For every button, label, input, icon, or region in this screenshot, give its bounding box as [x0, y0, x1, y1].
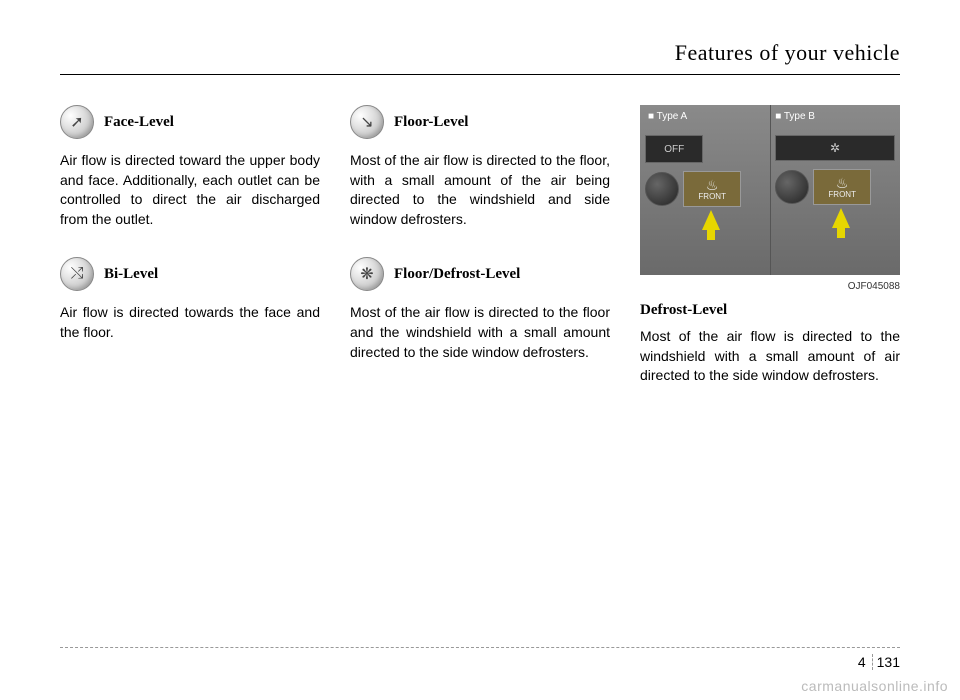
face-level-section: ➚ Face-Level Air flow is directed toward… — [60, 105, 320, 229]
watermark: carmanualsonline.info — [801, 678, 948, 694]
floor-defrost-body: Most of the air flow is directed to the … — [350, 303, 610, 362]
photo-divider — [770, 105, 771, 275]
panel-type-a: OFF ♨ FRONT — [645, 135, 765, 245]
face-level-body: Air flow is directed toward the upper bo… — [60, 151, 320, 229]
floor-defrost-header: ❋ Floor/Defrost-Level — [350, 257, 610, 291]
arrow-b-head — [832, 208, 850, 228]
page-footer: 4131 — [60, 647, 900, 670]
defrost-level-body: Most of the air flow is directed to the … — [640, 327, 900, 386]
defrost-level-title: Defrost-Level — [640, 302, 900, 319]
photo-code: OJF045088 — [640, 281, 900, 292]
floor-level-title: Floor-Level — [394, 114, 468, 131]
panel-type-b: ✲ ♨ FRONT — [775, 135, 895, 245]
arrow-a-stem — [707, 228, 715, 240]
front-label-b: FRONT — [828, 190, 856, 199]
front-button-b: ♨ FRONT — [813, 169, 871, 205]
dial-b — [775, 170, 809, 204]
face-level-header: ➚ Face-Level — [60, 105, 320, 139]
floor-level-body: Most of the air flow is directed to the … — [350, 151, 610, 229]
face-level-icon: ➚ — [60, 105, 94, 139]
bi-level-title: Bi-Level — [104, 266, 158, 283]
fan-icon: ✲ — [775, 135, 895, 161]
fan-row-a: ♨ FRONT — [645, 171, 765, 207]
front-button-a: ♨ FRONT — [683, 171, 741, 207]
floor-defrost-title: Floor/Defrost-Level — [394, 266, 520, 283]
bi-level-icon: ⤭ — [60, 257, 94, 291]
bi-level-body: Air flow is directed towards the face an… — [60, 303, 320, 342]
type-a-label: ■ Type A — [648, 111, 687, 122]
defrost-symbol-icon-b: ♨ — [836, 176, 849, 190]
page: Features of your vehicle ➚ Face-Level Ai… — [0, 0, 960, 700]
page-header: Features of your vehicle — [60, 40, 900, 75]
content-columns: ➚ Face-Level Air flow is directed toward… — [60, 105, 900, 390]
floor-defrost-section: ❋ Floor/Defrost-Level Most of the air fl… — [350, 257, 610, 362]
column-3: ■ Type A ■ Type B OFF ♨ FRONT — [640, 105, 900, 390]
floor-defrost-icon: ❋ — [350, 257, 384, 291]
bi-level-header: ⤭ Bi-Level — [60, 257, 320, 291]
arrow-b-stem — [837, 226, 845, 238]
off-button-a: OFF — [645, 135, 703, 163]
floor-level-section: ↘ Floor-Level Most of the air flow is di… — [350, 105, 610, 229]
column-2: ↘ Floor-Level Most of the air flow is di… — [350, 105, 610, 390]
floor-level-header: ↘ Floor-Level — [350, 105, 610, 139]
bi-level-section: ⤭ Bi-Level Air flow is directed towards … — [60, 257, 320, 342]
chapter-number: 4 — [858, 654, 873, 670]
page-number: 131 — [877, 654, 900, 670]
front-label-a: FRONT — [698, 192, 726, 201]
defrost-photo: ■ Type A ■ Type B OFF ♨ FRONT — [640, 105, 900, 275]
fan-bar-b: ✲ — [775, 135, 895, 161]
defrost-symbol-icon: ♨ — [706, 178, 719, 192]
column-1: ➚ Face-Level Air flow is directed toward… — [60, 105, 320, 390]
floor-level-icon: ↘ — [350, 105, 384, 139]
dial-a — [645, 172, 679, 206]
face-level-title: Face-Level — [104, 114, 174, 131]
fan-row-b: ♨ FRONT — [775, 169, 895, 205]
arrow-a-head — [702, 210, 720, 230]
type-b-label: ■ Type B — [775, 111, 815, 122]
